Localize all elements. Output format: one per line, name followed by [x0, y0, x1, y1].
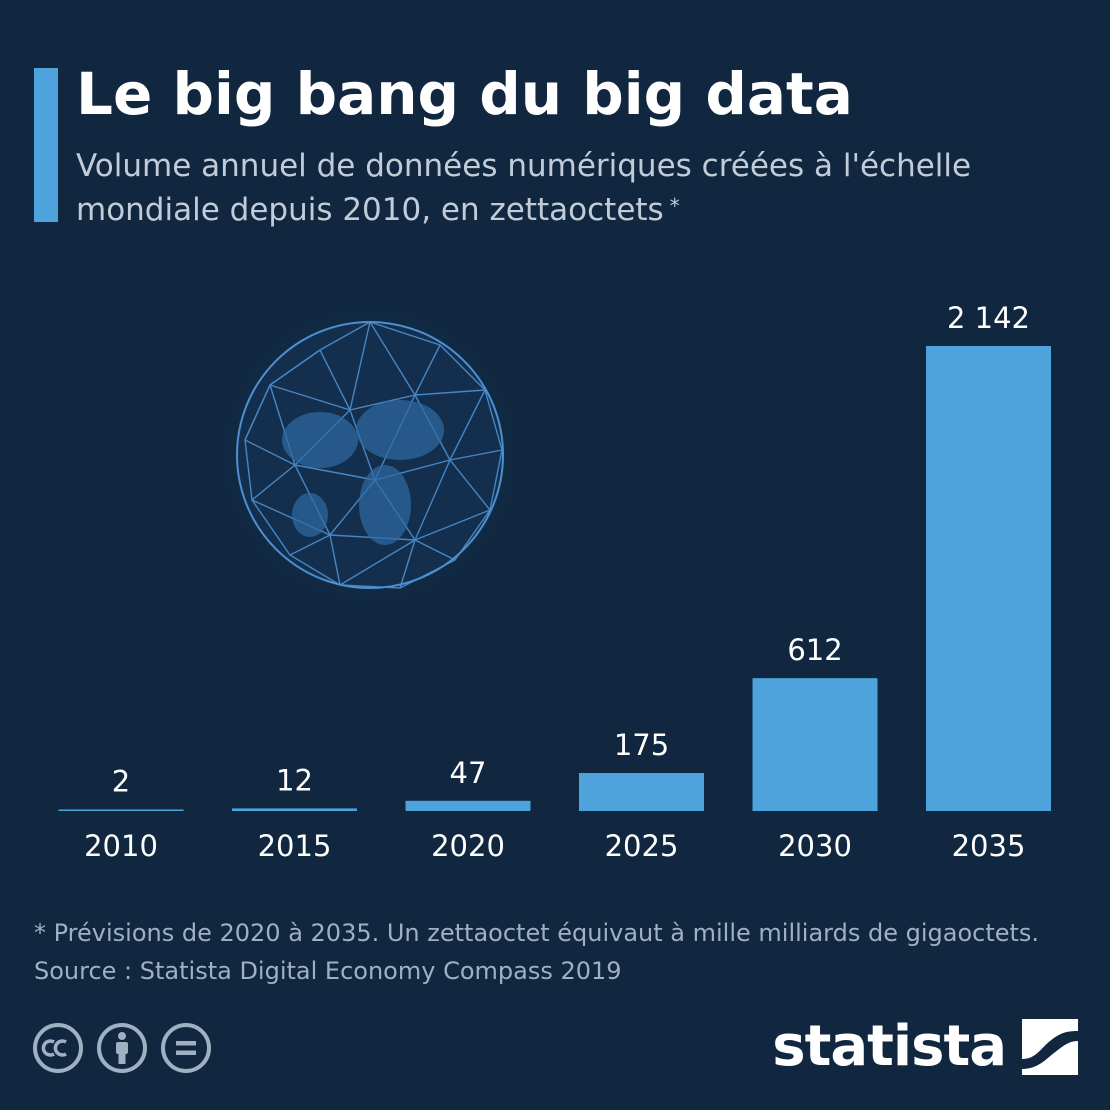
category-label-2035: 2035 — [952, 829, 1026, 863]
value-label-2015: 12 — [276, 763, 313, 797]
category-label-2010: 2010 — [84, 829, 158, 863]
value-label-2030: 612 — [787, 633, 842, 667]
creative-commons-icon[interactable] — [32, 1022, 84, 1074]
license-icons — [32, 1022, 212, 1074]
bar-2015 — [232, 808, 357, 811]
subtitle-footnote-marker: * — [669, 194, 680, 218]
title-accent-bar — [34, 68, 58, 222]
no-derivatives-icon[interactable] — [160, 1022, 212, 1074]
bar-2035 — [926, 346, 1051, 811]
value-label-2025: 175 — [614, 728, 669, 762]
globe-network-icon — [202, 290, 538, 623]
bar-2025 — [579, 773, 704, 811]
statista-brand[interactable]: statista — [772, 1012, 1078, 1082]
brand-name: statista — [772, 1014, 1007, 1079]
footnote: * Prévisions de 2020 à 2035. Un zettaoct… — [34, 919, 1040, 947]
category-label-2020: 2020 — [431, 829, 505, 863]
category-label-2015: 2015 — [258, 829, 332, 863]
page-subtitle: Volume annuel de données numériques créé… — [76, 144, 1076, 232]
value-label-2020: 47 — [450, 756, 487, 790]
category-label-2025: 2025 — [605, 829, 679, 863]
subtitle-text: Volume annuel de données numériques créé… — [76, 148, 972, 228]
category-label-2030: 2030 — [778, 829, 852, 863]
attribution-icon[interactable] — [96, 1022, 148, 1074]
value-label-2010: 2 — [112, 765, 130, 799]
statista-logo-icon — [1022, 1019, 1078, 1075]
bar-2010 — [58, 809, 184, 811]
source-note: Source : Statista Digital Economy Compas… — [34, 957, 622, 985]
value-label-2035: 2 142 — [947, 301, 1030, 335]
page-title: Le big bang du big data — [76, 60, 853, 128]
bar-2020 — [405, 800, 531, 811]
bar-2030 — [752, 678, 878, 811]
